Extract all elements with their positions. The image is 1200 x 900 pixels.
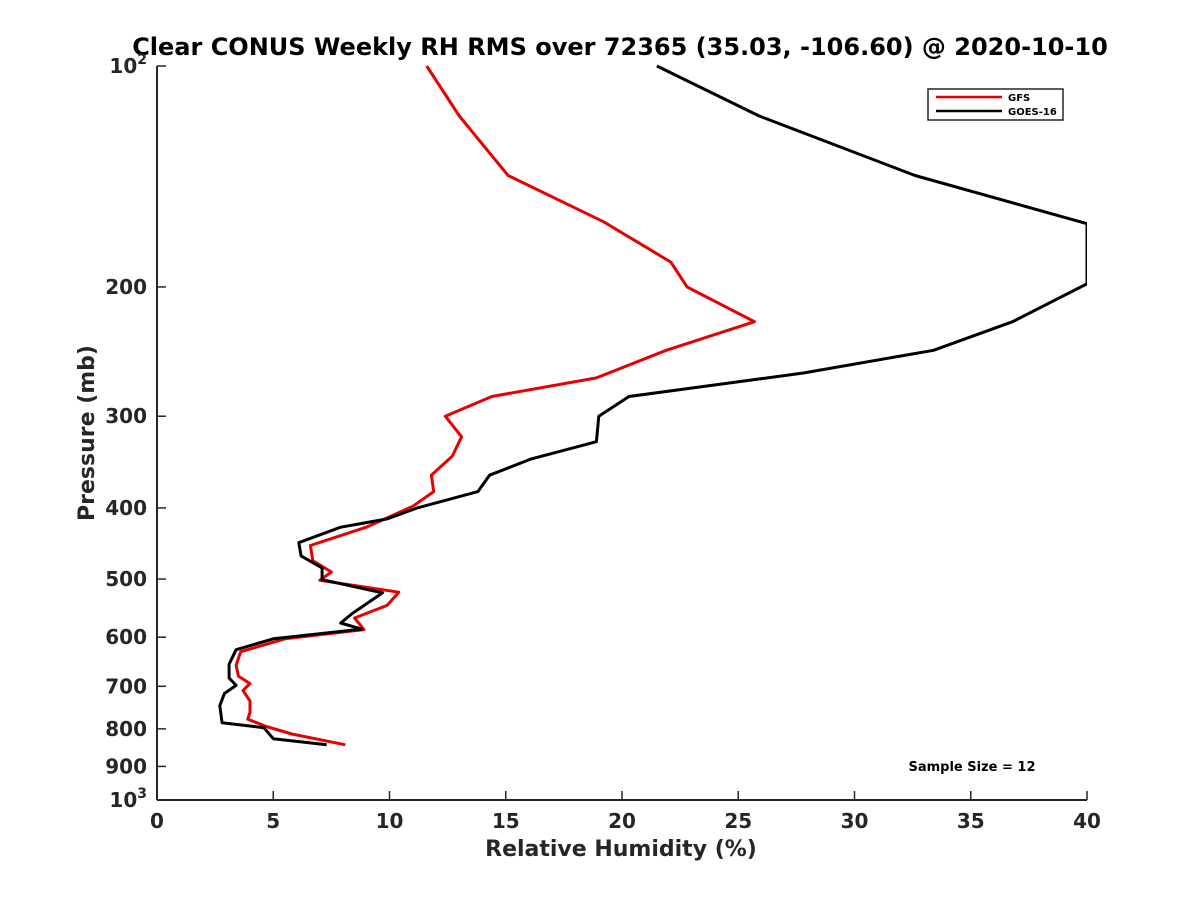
series-layer — [218, 64, 1087, 747]
x-axis-label: Relative Humidity (%) — [485, 837, 757, 862]
x-tick-label: 40 — [1073, 809, 1101, 833]
y-tick-label: 600 — [105, 625, 147, 649]
x-tick-label: 5 — [266, 809, 280, 833]
x-tick-label: 35 — [957, 809, 985, 833]
x-tick-label: 15 — [492, 809, 520, 833]
x-tick-label: 30 — [841, 809, 869, 833]
x-tick-label: 10 — [376, 809, 404, 833]
legend-box — [927, 88, 1064, 121]
x-tick-label: 20 — [608, 809, 636, 833]
series-line-goes-16 — [218, 64, 1087, 747]
y-ticks: 102 200 300 400 500 600 700 800 900 103 — [105, 52, 166, 812]
sample-size-annotation: Sample Size = 12 — [908, 760, 1035, 775]
x-tick-label: 0 — [150, 809, 164, 833]
y-tick-label: 102 — [109, 52, 147, 78]
y-tick-label: 103 — [109, 786, 147, 812]
y-tick-label: 500 — [105, 567, 147, 591]
y-tick-label: 800 — [105, 717, 147, 741]
y-tick-label: 200 — [105, 275, 147, 299]
y-tick-label: 900 — [105, 754, 147, 778]
legend-label-gfs: GFS — [1008, 93, 1030, 104]
series-line-gfs — [234, 65, 756, 747]
legend: GFS GOES-16 — [927, 88, 1064, 121]
y-tick-label: 300 — [105, 404, 147, 428]
x-tick-label: 25 — [724, 809, 752, 833]
y-axis-label: Pressure (mb) — [75, 345, 100, 521]
axes-layer — [156, 66, 1087, 801]
chart-title: Clear CONUS Weekly RH RMS over 72365 (35… — [132, 33, 1108, 61]
y-tick-label: 700 — [105, 674, 147, 698]
legend-label-goes16: GOES-16 — [1008, 107, 1057, 118]
x-ticks: 0 5 10 15 20 25 30 35 40 — [150, 791, 1101, 833]
y-tick-label: 400 — [105, 496, 147, 520]
